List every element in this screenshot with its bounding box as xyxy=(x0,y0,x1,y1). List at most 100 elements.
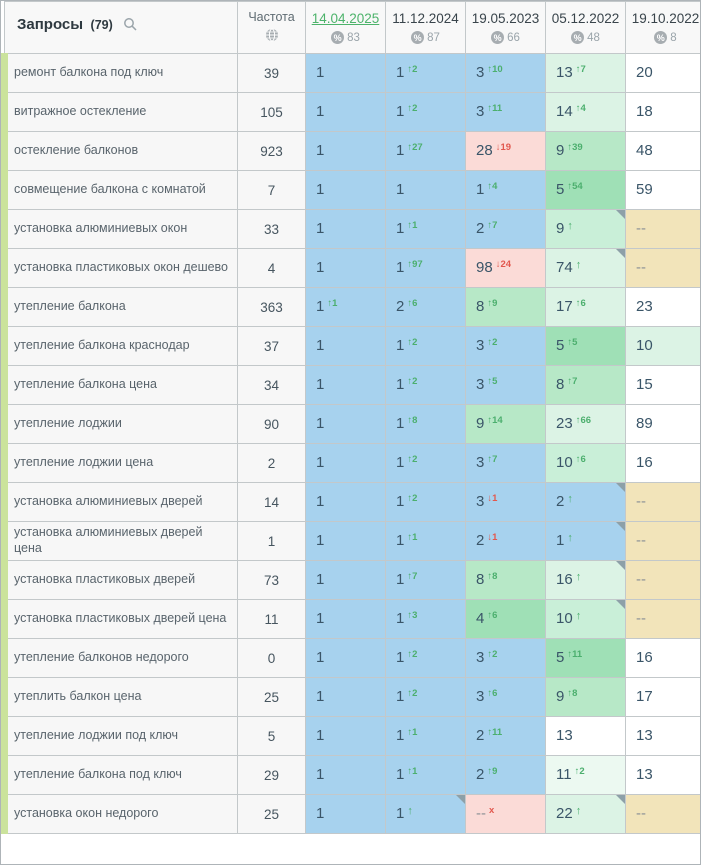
query-cell[interactable]: установка алюминиевых дверей xyxy=(1,482,238,522)
position-cell[interactable]: 1 ↑97 xyxy=(385,248,466,288)
date-label[interactable]: 05.12.2022 xyxy=(551,11,620,26)
position-cell[interactable]: 1 ↑ xyxy=(545,521,626,561)
position-cell[interactable]: 9 ↑14 xyxy=(465,404,546,444)
position-cell[interactable]: 74 ↑ xyxy=(545,248,626,288)
position-cell[interactable]: 3 ↓1 xyxy=(465,482,546,522)
position-cell[interactable]: 1 xyxy=(305,404,386,444)
position-cell[interactable]: 1 xyxy=(305,209,386,249)
query-cell[interactable]: установка алюминиевых дверей цена xyxy=(1,521,238,561)
query-cell[interactable]: установка пластиковых окон дешево xyxy=(1,248,238,288)
position-cell[interactable]: 28 ↓19 xyxy=(465,131,546,171)
position-cell[interactable]: 3 ↑10 xyxy=(465,53,546,93)
position-cell[interactable]: 1 xyxy=(305,170,386,210)
position-cell[interactable]: 16 xyxy=(625,638,700,678)
position-cell[interactable]: 8 ↑9 xyxy=(465,287,546,327)
position-cell[interactable]: 1 ↑1 xyxy=(305,287,386,327)
position-cell[interactable]: 16 ↑ xyxy=(545,560,626,600)
position-cell[interactable]: 18 xyxy=(625,92,700,132)
position-cell[interactable]: 3 ↑2 xyxy=(465,638,546,678)
position-cell[interactable]: 13 xyxy=(625,716,700,756)
position-cell[interactable]: 1 ↑2 xyxy=(385,365,466,405)
query-cell[interactable]: остекление балконов xyxy=(1,131,238,171)
position-cell[interactable]: 1 ↑2 xyxy=(385,326,466,366)
position-cell[interactable]: 1 ↑ xyxy=(385,794,466,834)
position-cell[interactable]: 3 ↑2 xyxy=(465,326,546,366)
query-cell[interactable]: утеплить балкон цена xyxy=(1,677,238,717)
position-cell[interactable]: 2 ↑11 xyxy=(465,716,546,756)
position-cell[interactable]: 8 ↑8 xyxy=(465,560,546,600)
position-cell[interactable]: 5 ↑5 xyxy=(545,326,626,366)
date-label[interactable]: 14.04.2025 xyxy=(311,11,380,26)
position-cell[interactable]: 9 ↑ xyxy=(545,209,626,249)
position-cell[interactable]: 1 ↑8 xyxy=(385,404,466,444)
position-cell[interactable]: 3 ↑6 xyxy=(465,677,546,717)
query-cell[interactable]: установка окон недорого xyxy=(1,794,238,834)
query-cell[interactable]: утепление лоджии xyxy=(1,404,238,444)
query-cell[interactable]: установка алюминиевых окон xyxy=(1,209,238,249)
position-cell[interactable]: 10 xyxy=(625,326,700,366)
position-cell[interactable]: 13 ↑7 xyxy=(545,53,626,93)
position-cell[interactable]: 3 ↑7 xyxy=(465,443,546,483)
position-cell[interactable]: 1 xyxy=(305,92,386,132)
position-cell[interactable]: -- xyxy=(625,248,700,288)
position-cell[interactable]: 2 ↓1 xyxy=(465,521,546,561)
position-cell[interactable]: -- xyxy=(625,560,700,600)
query-cell[interactable]: утепление балкона xyxy=(1,287,238,327)
position-cell[interactable]: 17 ↑6 xyxy=(545,287,626,327)
position-cell[interactable]: 1 ↑3 xyxy=(385,599,466,639)
position-cell[interactable]: 1 ↑4 xyxy=(465,170,546,210)
position-cell[interactable]: 1 xyxy=(305,443,386,483)
position-cell[interactable]: 1 xyxy=(305,53,386,93)
search-icon[interactable] xyxy=(123,17,137,31)
position-cell[interactable]: 1 xyxy=(305,482,386,522)
query-cell[interactable]: витражное остекление xyxy=(1,92,238,132)
position-cell[interactable]: 10 ↑6 xyxy=(545,443,626,483)
position-cell[interactable]: 1 ↑2 xyxy=(385,443,466,483)
position-cell[interactable]: 1 xyxy=(385,170,466,210)
position-cell[interactable]: -- xyxy=(625,482,700,522)
position-cell[interactable]: 1 ↑2 xyxy=(385,482,466,522)
position-cell[interactable]: 17 xyxy=(625,677,700,717)
position-cell[interactable]: 1 xyxy=(305,755,386,795)
position-cell[interactable]: -- xyxy=(625,521,700,561)
position-cell[interactable]: 1 xyxy=(305,794,386,834)
position-cell[interactable]: 14 ↑4 xyxy=(545,92,626,132)
query-cell[interactable]: установка пластиковых дверей xyxy=(1,560,238,600)
position-cell[interactable]: 23 ↑66 xyxy=(545,404,626,444)
position-cell[interactable]: 15 xyxy=(625,365,700,405)
position-cell[interactable]: 48 xyxy=(625,131,700,171)
position-cell[interactable]: 1 xyxy=(305,560,386,600)
position-cell[interactable]: 1 ↑1 xyxy=(385,716,466,756)
position-cell[interactable]: 20 xyxy=(625,53,700,93)
query-cell[interactable]: установка пластиковых дверей цена xyxy=(1,599,238,639)
position-cell[interactable]: 22 ↑ xyxy=(545,794,626,834)
position-cell[interactable]: 3 ↑5 xyxy=(465,365,546,405)
position-cell[interactable]: 2 ↑9 xyxy=(465,755,546,795)
position-cell[interactable]: -- xyxy=(625,599,700,639)
position-cell[interactable]: 1 xyxy=(305,677,386,717)
position-cell[interactable]: 1 ↑27 xyxy=(385,131,466,171)
position-cell[interactable]: 11 ↑2 xyxy=(545,755,626,795)
position-cell[interactable]: 23 xyxy=(625,287,700,327)
position-cell[interactable]: 13 xyxy=(545,716,626,756)
position-cell[interactable]: 4 ↑6 xyxy=(465,599,546,639)
position-cell[interactable]: 1 xyxy=(305,716,386,756)
position-cell[interactable]: 1 xyxy=(305,599,386,639)
position-cell[interactable]: 98 ↓24 xyxy=(465,248,546,288)
position-cell[interactable]: 59 xyxy=(625,170,700,210)
position-cell[interactable]: 1 ↑1 xyxy=(385,209,466,249)
position-cell[interactable]: 1 xyxy=(305,131,386,171)
position-cell[interactable]: 1 ↑7 xyxy=(385,560,466,600)
position-cell[interactable]: 1 xyxy=(305,326,386,366)
query-cell[interactable]: утепление лоджии под ключ xyxy=(1,716,238,756)
position-cell[interactable]: 2 ↑ xyxy=(545,482,626,522)
position-cell[interactable]: 1 ↑1 xyxy=(385,755,466,795)
position-cell[interactable]: 1 ↑2 xyxy=(385,53,466,93)
query-cell[interactable]: совмещение балкона с комнатой xyxy=(1,170,238,210)
position-cell[interactable]: 1 xyxy=(305,638,386,678)
position-cell[interactable]: 1 ↑2 xyxy=(385,677,466,717)
position-cell[interactable]: 2 ↑6 xyxy=(385,287,466,327)
position-cell[interactable]: 2 ↑7 xyxy=(465,209,546,249)
position-cell[interactable]: 1 ↑2 xyxy=(385,92,466,132)
position-cell[interactable]: 9 ↑39 xyxy=(545,131,626,171)
